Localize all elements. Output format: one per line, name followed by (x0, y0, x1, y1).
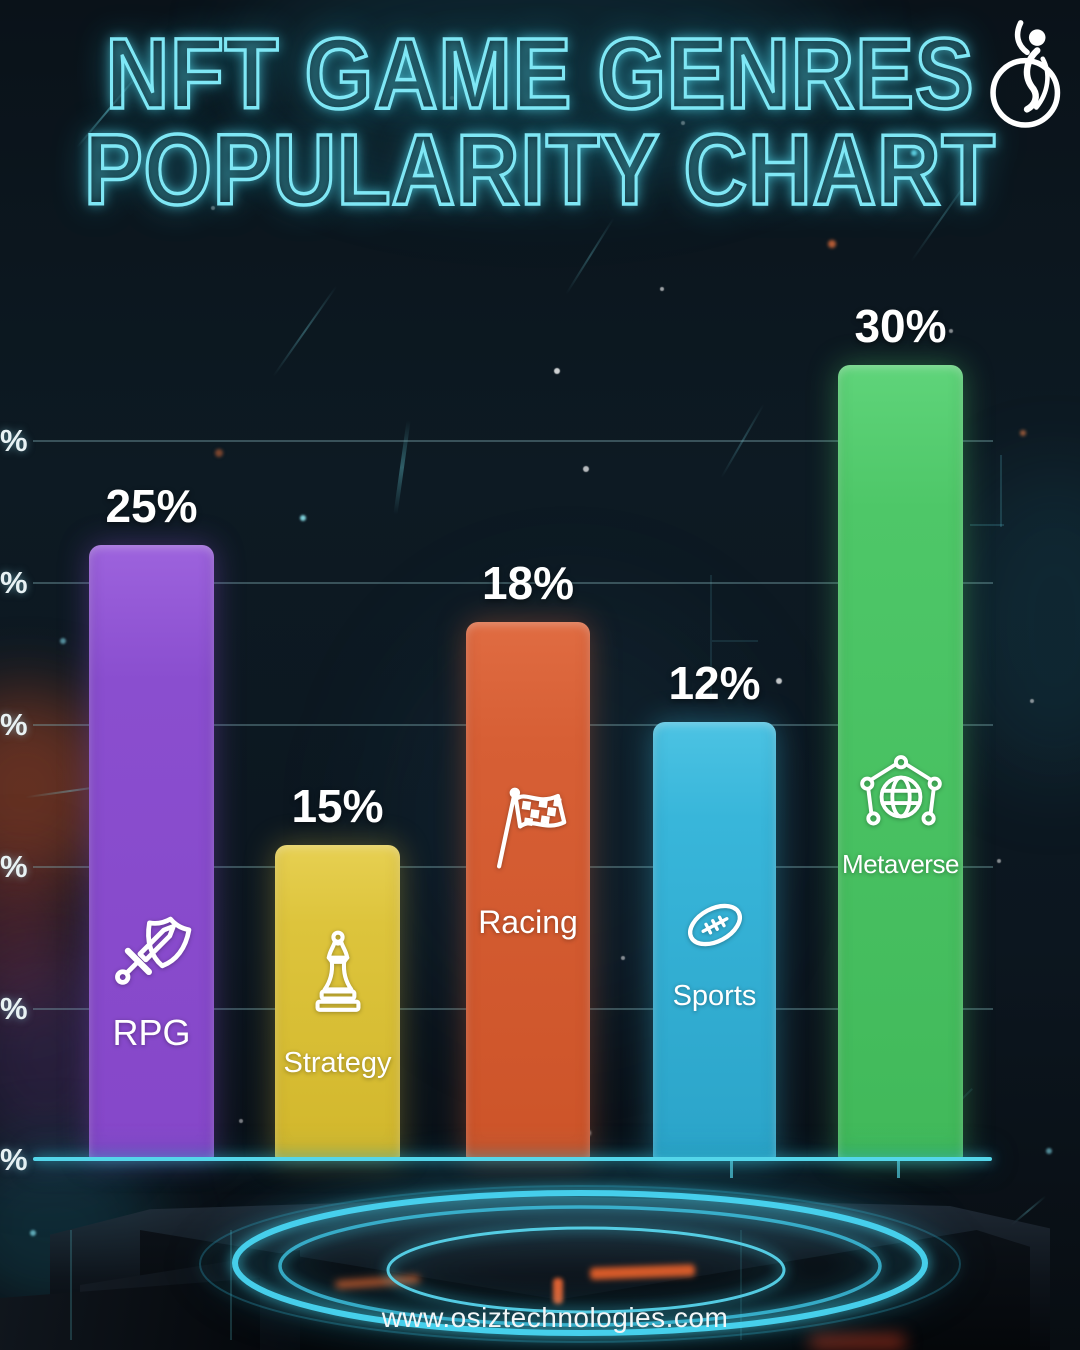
bar-sports: 12% Sports (653, 657, 776, 1160)
gridline (33, 582, 993, 584)
bar-value-label: 25% (105, 480, 198, 532)
bar-category-label: Racing (478, 904, 578, 940)
football-icon (687, 903, 742, 947)
bar-value-label: 15% (291, 780, 384, 832)
circuit-line (970, 524, 1004, 526)
bar-value-label: 30% (854, 300, 947, 352)
bar-category-label: Strategy (283, 1047, 392, 1079)
y-axis-tick-label: % (0, 707, 28, 742)
background-glow (950, 470, 1080, 780)
neon-rings (199, 1185, 961, 1343)
bar-racing: 18% Racing (466, 557, 590, 1160)
light-streak (393, 420, 411, 515)
light-streak (565, 217, 615, 295)
bar-value-label: 12% (668, 657, 761, 709)
y-axis-tick-label: % (0, 423, 28, 458)
chess-piece-icon (315, 930, 360, 1012)
y-axis-tick-label: % (0, 991, 28, 1026)
osiz-logo (982, 18, 1074, 140)
circuit-line (712, 640, 758, 642)
y-axis-tick-label: % (0, 1142, 28, 1177)
bar-rpg: 25% RPG (89, 480, 214, 1160)
y-axis-tick-label: % (0, 849, 28, 884)
circuit-line (1000, 455, 1002, 527)
baseline-tick (897, 1161, 900, 1178)
light-streak (272, 285, 338, 377)
stage-accent (810, 1335, 905, 1349)
y-axis-tick-label: % (0, 565, 28, 600)
circuit-line (710, 575, 712, 695)
page-title-line2: POPULARITY CHART (82, 114, 997, 226)
metaverse-globe-icon (859, 755, 942, 826)
page-title-line1: NFT GAME GENRES (104, 18, 975, 130)
checkered-flag-icon (496, 787, 566, 869)
bar-value-label: 18% (481, 557, 575, 609)
pedestal-stem (70, 1230, 72, 1340)
bar-strategy: 15% Strategy (275, 780, 400, 1160)
bar-category-label: Metaverse (842, 849, 959, 879)
website-url: www.osiztechnologies.com (381, 1302, 729, 1333)
bar-category-label: Sports (672, 980, 757, 1012)
bar-category-label: RPG (112, 1012, 191, 1053)
holographic-platform (0, 1160, 1080, 1350)
pedestal-stem (740, 1230, 742, 1340)
pedestal-stem (230, 1230, 232, 1340)
stage-accent (553, 1278, 563, 1304)
baseline-tick (730, 1161, 733, 1178)
bar-metaverse: 30% Metaverse (838, 300, 963, 1160)
bokeh-dots (0, 0, 6, 6)
gridline (33, 440, 993, 442)
x-axis-baseline (33, 1157, 992, 1161)
sword-shield-icon (115, 916, 192, 985)
